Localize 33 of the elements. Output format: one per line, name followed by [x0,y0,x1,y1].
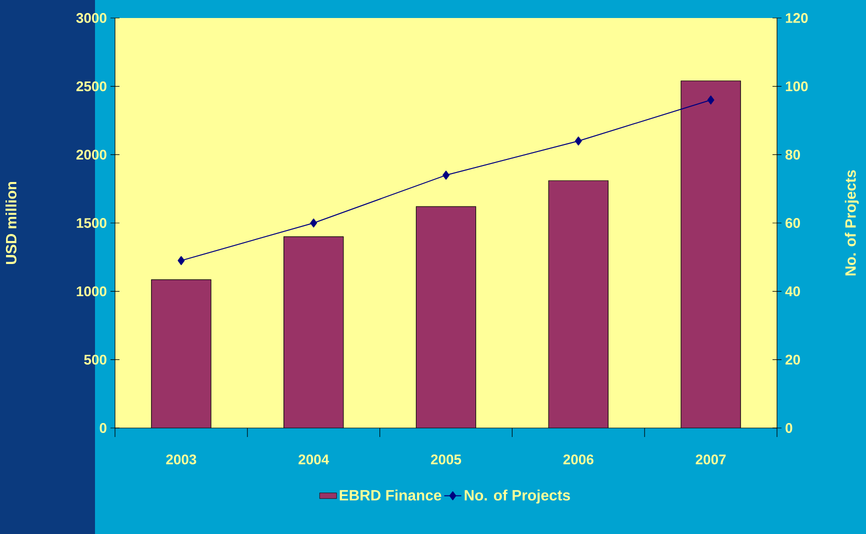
x-tick-label: 2005 [430,454,462,464]
bar [680,80,741,428]
y-axis-title: USD million [6,182,16,264]
point [442,170,450,180]
y2-tick-label: 120 [786,13,808,23]
y-tick-label: 0 [100,423,106,433]
x-tick-label: 2007 [696,454,726,464]
y2-tick-label: 20 [786,354,800,365]
point [574,136,582,146]
legend-label: No. of Projects [464,490,570,504]
y-tick-label: 2000 [76,150,106,160]
y2-axis-title: No. of Projects [844,170,859,276]
x-tick-label: 2006 [563,454,594,464]
y2-tick-label: 60 [786,218,800,228]
y2-tick-label: 40 [785,286,800,296]
x-tick-label: 2004 [298,454,330,464]
y-tick-label: 3000 [76,13,106,23]
x-tick-label: 2003 [166,454,196,464]
y2-tick-label: 80 [785,150,800,160]
bar [151,280,211,428]
point [178,256,185,266]
y-tick-label: 500 [84,354,106,365]
y-tick-label: 1000 [76,286,106,296]
bar [284,236,344,428]
point [707,96,714,104]
bar [416,206,476,428]
point [310,218,318,228]
y2-tick-label: 100 [786,81,808,92]
y-tick-label: 2500 [76,81,106,92]
legend-label: EBRD Finance [340,490,442,501]
y-tick-label: 1500 [76,218,106,228]
y2-tick-label: 0 [786,423,792,433]
bar [548,180,608,428]
